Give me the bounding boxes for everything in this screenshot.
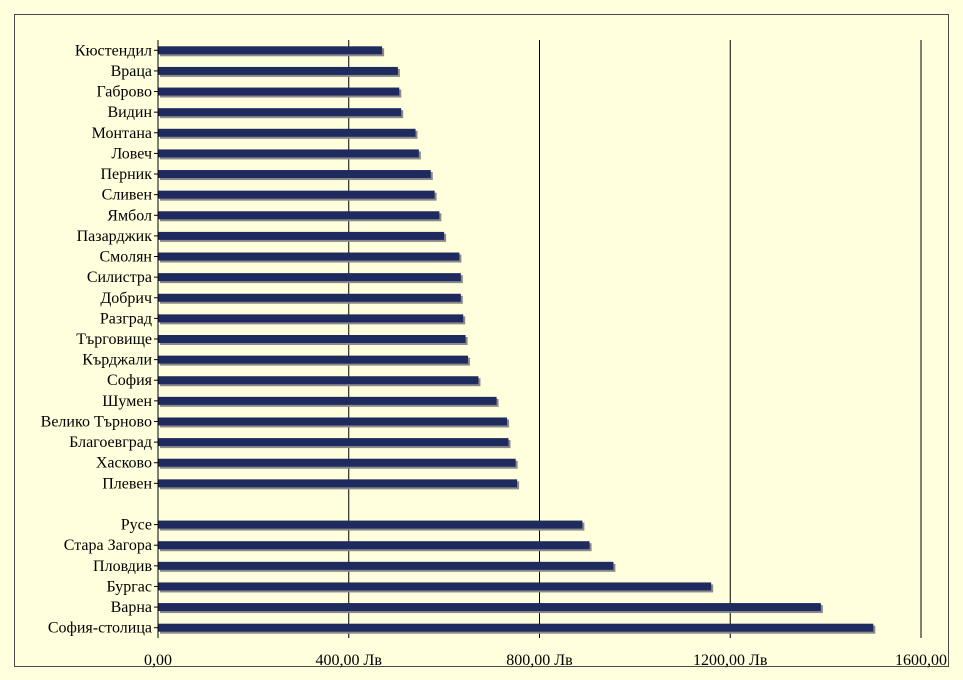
bar <box>158 541 590 550</box>
category-label: Сливен <box>102 187 153 204</box>
bar <box>158 355 468 364</box>
bar <box>158 376 479 385</box>
bar <box>158 170 431 179</box>
category-label: Търговище <box>76 331 152 348</box>
bar <box>158 293 461 302</box>
x-tick-label: 400,00 Лв <box>316 652 383 669</box>
x-tick-label: 800,00 Лв <box>506 652 573 669</box>
bar <box>158 623 874 632</box>
bar <box>158 211 440 220</box>
axes <box>154 40 159 638</box>
bar <box>158 87 400 96</box>
category-label: Стара Загора <box>64 537 152 554</box>
bar <box>158 335 466 343</box>
category-label: Русе <box>121 517 152 534</box>
bar <box>158 582 712 591</box>
category-label: Пазарджик <box>77 228 153 245</box>
bar <box>158 231 445 240</box>
category-label: Хасково <box>96 455 152 472</box>
bar <box>158 273 461 282</box>
bar <box>158 458 516 467</box>
x-tick-labels: 0,00 400,00 Лв 800,00 Лв 1200,00 Лв 1600,00 <box>144 652 947 669</box>
chart-frame <box>14 14 949 667</box>
bars <box>158 46 876 634</box>
category-label: София <box>107 372 153 389</box>
bar <box>158 396 497 405</box>
category-label: Варна <box>111 599 152 616</box>
category-label: Перник <box>100 166 152 183</box>
x-tick-label: 1200,00 Лв <box>693 652 768 669</box>
bar <box>158 520 583 529</box>
bar <box>158 314 464 323</box>
bar <box>158 252 460 261</box>
category-label: Смолян <box>100 249 153 266</box>
category-label: Благоевград <box>69 434 152 451</box>
bar <box>158 190 435 199</box>
bar <box>158 128 416 137</box>
category-label: Силистра <box>87 269 152 286</box>
category-label: Враца <box>111 63 152 80</box>
category-label: Габрово <box>96 84 152 101</box>
bar <box>158 66 398 75</box>
x-tick-label: 1600,00 <box>895 652 947 669</box>
category-label: Бургас <box>106 578 152 595</box>
category-label: Видин <box>108 104 153 121</box>
category-label: Ямбол <box>107 207 152 224</box>
bar <box>158 561 614 570</box>
category-label: Разград <box>100 310 152 327</box>
bar <box>158 149 419 158</box>
bar <box>158 108 402 117</box>
bar <box>158 479 518 488</box>
bar <box>158 438 509 447</box>
category-label: Добрич <box>100 290 152 307</box>
x-tick-label: 0,00 <box>144 652 172 669</box>
category-label: Пловдив <box>93 558 152 575</box>
category-label: Кюстендил <box>75 42 152 59</box>
category-label: Плевен <box>102 475 152 492</box>
category-label: Кърджали <box>82 352 152 369</box>
category-labels: Кюстендил Враца Габрово Видин Монтана Ловеч Пе… <box>41 42 153 636</box>
category-label: Шумен <box>102 393 152 410</box>
bar <box>158 603 821 612</box>
category-label: Велико Търново <box>41 413 152 430</box>
category-label: Монтана <box>92 125 152 142</box>
bar <box>158 46 383 55</box>
category-label: Ловеч <box>111 145 152 162</box>
category-label: София-столица <box>48 620 152 637</box>
bar <box>158 417 508 426</box>
